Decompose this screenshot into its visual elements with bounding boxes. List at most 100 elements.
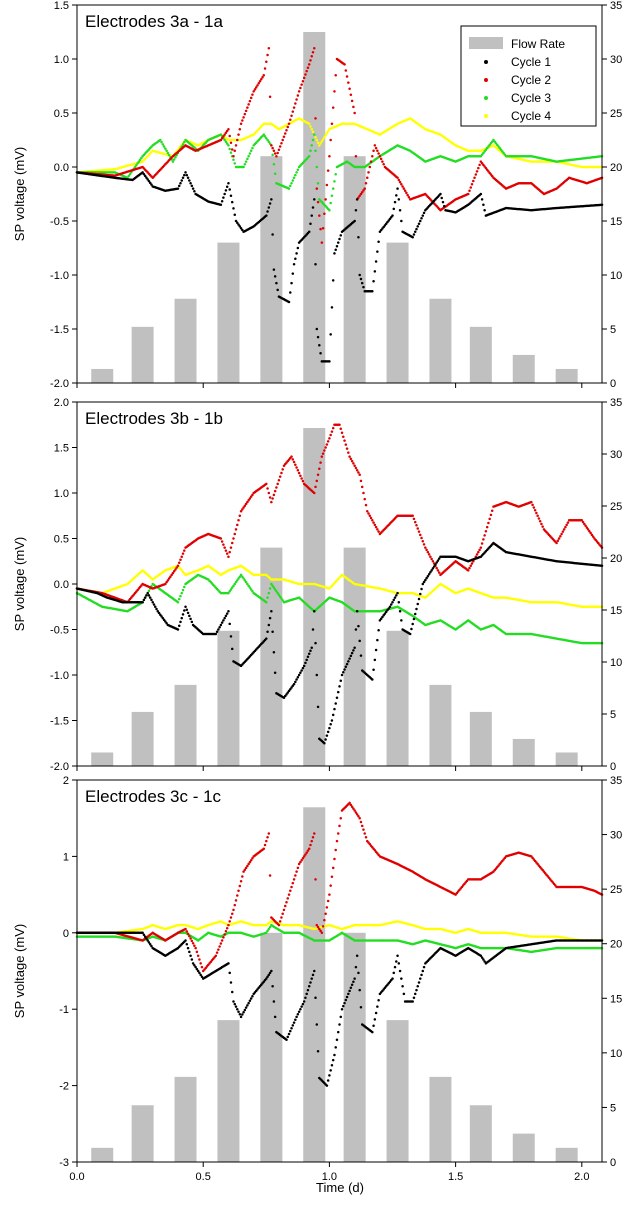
- y2-tick-label: 30: [610, 54, 622, 66]
- data-point: [343, 1001, 346, 1005]
- data-point: [189, 937, 192, 940]
- data-point: [309, 843, 312, 847]
- data-point: [482, 538, 485, 541]
- data-point: [296, 1013, 300, 1016]
- data-point: [309, 125, 312, 128]
- data-point: [229, 916, 233, 919]
- data-point: [326, 440, 330, 443]
- data-point: [228, 590, 231, 593]
- data-point: [294, 463, 297, 467]
- data-point: [347, 992, 350, 996]
- data-point: [236, 523, 239, 527]
- data-point: [345, 447, 349, 450]
- data-point: [334, 172, 337, 176]
- data-point: [314, 996, 317, 999]
- data-point: [359, 277, 363, 281]
- data-point: [238, 884, 242, 888]
- data-point: [285, 129, 288, 132]
- data-point: [424, 546, 427, 549]
- data-point: [347, 81, 350, 84]
- data-point: [270, 582, 273, 586]
- data-point: [169, 575, 172, 578]
- data-point: [309, 649, 312, 652]
- data-point: [238, 1013, 242, 1016]
- data-point: [363, 187, 366, 190]
- flow-rate-bar: [429, 298, 452, 383]
- data-point: [480, 542, 484, 545]
- data-point: [265, 214, 268, 217]
- data-point: [371, 154, 374, 158]
- data-point: [334, 73, 337, 77]
- data-point: [406, 193, 409, 197]
- flow-rate-bar: [512, 354, 535, 383]
- data-point: [185, 173, 189, 177]
- data-point: [413, 520, 417, 524]
- data-point: [272, 1000, 276, 1003]
- data-point: [222, 543, 225, 546]
- data-point: [325, 734, 329, 737]
- data-point: [290, 455, 293, 458]
- data-point: [249, 495, 253, 498]
- data-point: [247, 154, 250, 158]
- data-point: [311, 138, 315, 142]
- data-point: [232, 158, 235, 162]
- data-point: [232, 154, 235, 158]
- data-point: [306, 66, 310, 70]
- data-point: [335, 839, 339, 843]
- data-point: [176, 564, 180, 568]
- data-point: [360, 824, 364, 828]
- data-point: [180, 555, 183, 558]
- data-point: [376, 149, 379, 153]
- data-point: [218, 945, 221, 948]
- data-point: [225, 552, 229, 555]
- data-point: [397, 962, 401, 965]
- data-point: [175, 566, 178, 569]
- data-point: [184, 605, 187, 608]
- data-point: [296, 246, 300, 250]
- flow-rate-bar: [386, 630, 409, 766]
- data-point: [295, 171, 298, 174]
- data-point: [174, 156, 177, 159]
- data-point: [475, 553, 479, 556]
- data-point: [188, 179, 191, 182]
- data-point: [147, 594, 151, 597]
- data-point: [335, 696, 339, 699]
- data-point: [403, 189, 407, 193]
- data-point: [369, 516, 373, 520]
- y-tick-label: -0.5: [50, 216, 69, 228]
- y-tick-label: 1.5: [54, 443, 69, 455]
- data-point: [239, 509, 243, 513]
- data-point: [427, 553, 431, 556]
- data-point: [478, 548, 481, 552]
- data-point: [310, 127, 313, 131]
- data-point: [374, 648, 378, 652]
- data-point: [330, 194, 334, 198]
- data-point: [282, 135, 286, 139]
- data-point: [287, 122, 291, 126]
- data-point: [191, 187, 195, 190]
- data-point: [272, 149, 276, 153]
- data-point: [537, 517, 541, 520]
- data-point: [230, 647, 234, 651]
- data-point: [392, 971, 396, 975]
- data-point: [324, 912, 327, 915]
- data-point: [246, 157, 249, 161]
- data-point: [232, 1000, 235, 1003]
- series-cycle-1: [75, 171, 604, 363]
- panel-2: -2.0-1.5-1.0-0.50.00.51.01.52.0051015202…: [12, 397, 622, 773]
- data-point: [219, 537, 223, 540]
- data-point: [410, 627, 413, 631]
- data-point: [233, 149, 237, 153]
- data-point: [179, 558, 182, 561]
- data-point: [299, 474, 302, 477]
- data-point: [164, 582, 167, 586]
- data-point: [318, 467, 321, 470]
- data-point: [401, 185, 404, 188]
- data-point: [177, 597, 181, 601]
- data-point: [395, 594, 398, 597]
- data-point: [484, 529, 488, 533]
- data-point: [329, 138, 332, 142]
- data-point: [421, 969, 425, 973]
- data-point: [362, 285, 365, 289]
- data-point: [224, 930, 228, 933]
